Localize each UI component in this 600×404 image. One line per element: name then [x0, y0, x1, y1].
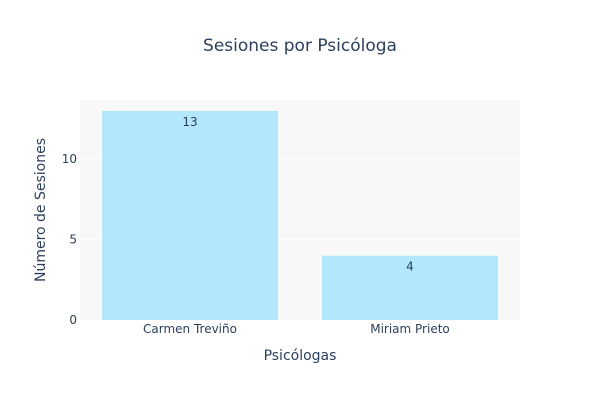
x-axis-label: Psicólogas [264, 348, 337, 364]
chart-title: Sesiones por Psicóloga [203, 36, 397, 56]
bars [102, 110, 498, 320]
y-tick-label: 10 [62, 152, 77, 166]
bar[interactable] [102, 110, 278, 320]
bar[interactable] [322, 255, 498, 320]
x-tick-label: Carmen Treviño [143, 322, 237, 336]
y-axis-ticks: 0 5 10 [62, 152, 77, 327]
bar-value-label: 13 [182, 115, 197, 129]
bar-value-label: 4 [406, 260, 414, 274]
x-tick-label: Miriam Prieto [370, 322, 450, 336]
data-labels: 13 4 [182, 115, 413, 274]
y-axis-label: Número de Sesiones [33, 138, 49, 282]
x-axis-ticks: Carmen Treviño Miriam Prieto [143, 322, 450, 336]
y-tick-label: 5 [69, 233, 77, 247]
y-tick-label: 0 [69, 313, 77, 327]
